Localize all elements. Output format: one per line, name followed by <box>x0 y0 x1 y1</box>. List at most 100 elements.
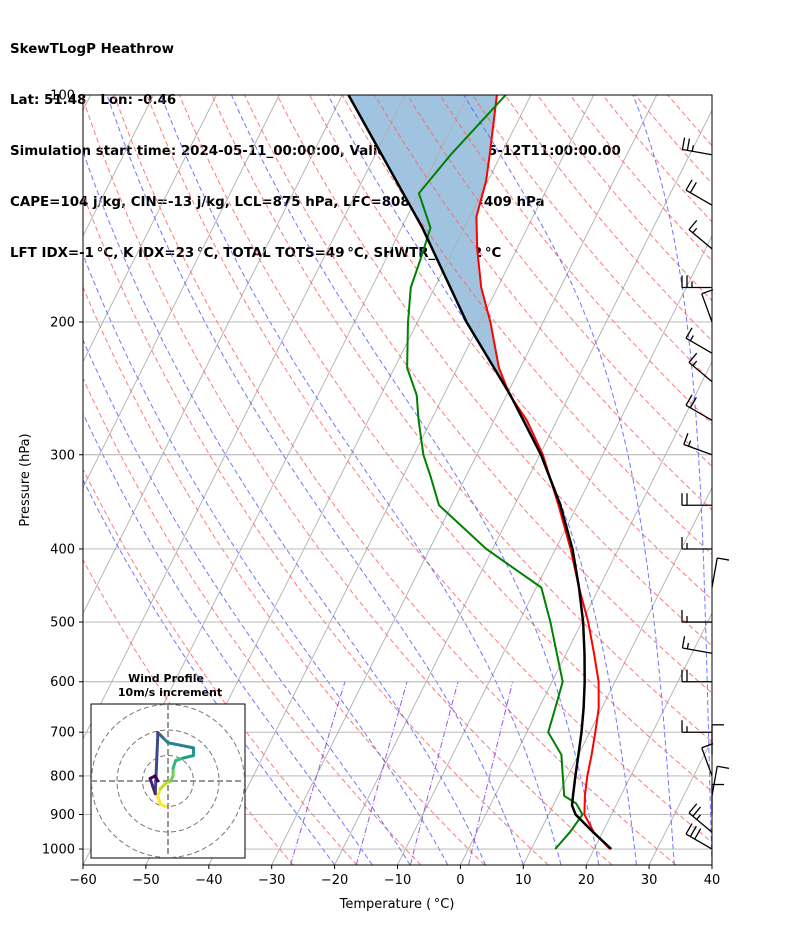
isotherm-line <box>83 95 280 489</box>
y-tick-label: 100 <box>50 89 75 104</box>
wind-barb <box>711 557 730 588</box>
wind-barb <box>711 765 730 796</box>
wind-barb-flag <box>692 806 702 817</box>
wind-barb-flag <box>717 557 730 561</box>
y-tick-label: 400 <box>50 542 75 557</box>
dry-adiabat-line <box>406 95 712 468</box>
dry-adiabat-line <box>83 468 358 865</box>
wind-barb <box>681 493 712 506</box>
moist-adiabat-line <box>463 95 675 865</box>
chart-title: SkewTLogP Heathrow <box>10 42 175 57</box>
y-axis-label: Pressure (hPa) <box>18 433 33 526</box>
moist-adiabat-line <box>83 412 373 865</box>
wind-barb-flag <box>692 360 698 367</box>
wind-barb-staff <box>701 747 713 777</box>
isotherm-line <box>271 95 658 865</box>
cape-area <box>348 95 573 549</box>
dry-adiabat-line <box>146 95 712 844</box>
dry-adiabat-line <box>667 95 712 147</box>
wind-barb <box>683 433 713 456</box>
temperature-line <box>475 95 611 850</box>
indices-line-1: CAPE=104 j/kg, CIN=-13 j/kg, LCL=875 hPa… <box>10 195 545 210</box>
isotherm-line <box>397 234 712 865</box>
chart-header: SkewTLogP Heathrow Lat: 51.48 Lon: -0.46… <box>10 7 621 279</box>
wind-barb <box>701 289 714 323</box>
wind-barb <box>685 823 713 850</box>
wind-barb-flag <box>685 823 693 835</box>
isotherm-line <box>83 95 343 615</box>
mixing-ratio-line <box>355 681 408 865</box>
wind-barb-flag <box>696 814 702 820</box>
x-tick-label: −60 <box>69 873 96 888</box>
wind-barb-flag <box>685 179 693 191</box>
dry-adiabat-line <box>211 95 712 743</box>
wind-barb <box>685 394 713 421</box>
x-tick-label: 20 <box>578 873 595 888</box>
dry-adiabat-line <box>276 95 712 647</box>
wind-barb <box>681 610 712 623</box>
parcel-line <box>347 95 613 850</box>
wind-barb-flag <box>694 828 702 840</box>
cape-shading <box>348 95 573 549</box>
isotherm-line <box>648 738 712 865</box>
dry-adiabat-line <box>83 97 613 865</box>
wind-barb-flag <box>688 220 698 231</box>
isotherm-line <box>83 95 154 238</box>
wind-barb <box>701 743 714 777</box>
wind-barb-staff <box>685 404 713 421</box>
isotherm-line <box>459 360 712 865</box>
isotherm-line <box>83 95 92 112</box>
isotherm-line <box>83 95 217 363</box>
isotherm-line <box>585 612 712 865</box>
isotherm-line <box>334 109 712 865</box>
wind-barb-flag <box>681 636 686 649</box>
moist-adiabat-line <box>160 95 562 865</box>
dry-adiabat-line <box>83 285 485 865</box>
dewpoint-line <box>406 95 584 850</box>
x-axis-label: Temperature ( °C) <box>339 897 455 912</box>
isotherm-line <box>711 863 712 865</box>
dry-adiabat-line <box>439 95 712 425</box>
x-tick-label: 30 <box>641 873 658 888</box>
wind-barb <box>681 636 713 654</box>
wind-barbs <box>681 137 730 850</box>
y-tick-label: 900 <box>50 808 75 823</box>
wind-barb <box>681 536 712 550</box>
wind-barb <box>681 669 712 683</box>
dry-adiabat-line <box>374 95 712 511</box>
y-tick-label: 700 <box>50 726 75 741</box>
wind-barb-flag <box>685 327 693 339</box>
isotherm-line <box>208 95 595 865</box>
wind-barb-flag <box>701 289 714 295</box>
wind-barb-flag <box>689 181 697 194</box>
y-axis: 100 200 300 400 500 600 700 800 900 1000 <box>42 89 83 858</box>
wind-barb <box>681 275 712 289</box>
moist-adiabat-line <box>231 95 600 865</box>
wind-barb-flag <box>687 440 692 447</box>
y-tick-label: 200 <box>50 315 75 330</box>
wind-barb-flag <box>683 433 689 445</box>
hodograph-inset: Wind Profile 10m/s increment <box>90 672 246 859</box>
wind-barb-staff <box>711 766 718 796</box>
wind-barb-staff <box>701 293 713 323</box>
wind-barb <box>688 352 713 383</box>
profiles <box>347 95 613 850</box>
wind-barb-staff <box>685 833 713 850</box>
x-tick-label: 10 <box>515 873 532 888</box>
hodograph-segment <box>179 743 195 750</box>
moist-adiabat-line <box>83 338 411 865</box>
wind-barb-flag <box>692 227 698 234</box>
x-tick-label: −30 <box>258 873 285 888</box>
dry-adiabat-line <box>602 95 712 223</box>
wind-barb <box>688 220 713 250</box>
x-tick-label: −40 <box>195 873 222 888</box>
y-tick-label: 1000 <box>42 843 75 858</box>
x-axis: −60 −50 −40 −30 −20 −10 0 10 20 30 40 <box>69 865 720 888</box>
mixing-ratio-line <box>409 681 459 865</box>
wind-barb-flag <box>686 138 691 151</box>
moist-adiabat-line <box>83 253 449 865</box>
mixing-ratio-line <box>468 681 514 865</box>
wind-barb-flag <box>685 394 693 406</box>
wind-barb-flag <box>689 825 697 837</box>
